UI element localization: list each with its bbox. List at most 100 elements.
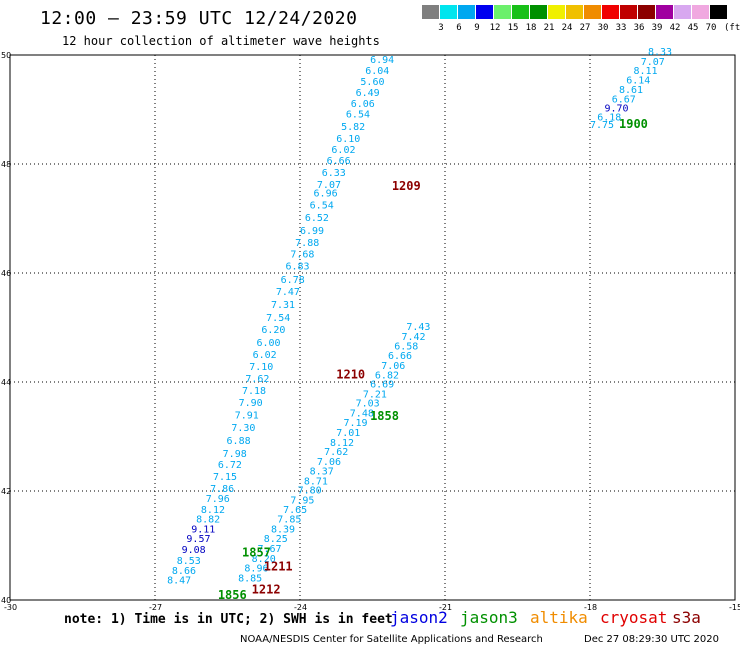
legend-swatch: [530, 5, 547, 19]
wave-height-label: 6.06: [351, 99, 375, 110]
wave-height-label: 6.82: [375, 371, 399, 382]
wave-height-label: 7.30: [231, 423, 255, 434]
wave-height-label: 7.62: [245, 374, 269, 385]
legend-label: 70: [705, 23, 717, 33]
wave-height-label: 7.65: [283, 505, 307, 516]
wave-height-label: 7.18: [242, 386, 266, 397]
wave-height-label: 6.69: [370, 379, 394, 390]
legend-swatch: [494, 5, 511, 19]
wave-height-label: 6.66: [388, 351, 412, 362]
wave-height-label: 6.14: [626, 75, 650, 86]
legend-swatch: [692, 5, 709, 19]
time-label: 1209: [392, 179, 421, 193]
wave-height-label: 6.10: [336, 134, 360, 145]
wave-height-label: 8.12: [201, 505, 225, 516]
time-label: 1856: [218, 588, 247, 602]
legend-swatch: [620, 5, 637, 19]
wave-height-label: 6.72: [218, 460, 242, 471]
wave-height-label: 7.06: [381, 361, 405, 372]
lat-tick-label: 48: [1, 160, 11, 169]
wave-height-label: 7.03: [356, 399, 380, 410]
legend-label: 42: [669, 23, 681, 33]
timestamp-text: Dec 27 08:29:30 UTC 2020: [584, 634, 719, 645]
footer-note: note: 1) Time is in UTC; 2) SWH is in fe…: [64, 612, 393, 627]
wave-height-label: 7.48: [350, 408, 374, 419]
legend-altika: altika: [530, 608, 588, 627]
legend-label: 33: [615, 23, 627, 33]
lat-tick-label: 44: [1, 378, 11, 387]
lon-tick-label: -15: [729, 603, 740, 612]
wave-height-label: 6.66: [327, 156, 351, 167]
wave-height-label: 5.60: [360, 77, 384, 88]
page-title: 12:00 — 23:59 UTC 12/24/2020: [40, 8, 358, 29]
wave-height-label: 8.96: [244, 564, 268, 575]
legend-label: 39: [651, 23, 663, 33]
legend-swatch: [602, 5, 619, 19]
legend-swatch: [440, 5, 457, 19]
wave-height-label: 6.54: [346, 110, 370, 121]
wave-height-label: 6.00: [257, 338, 281, 349]
lat-tick-label: 42: [1, 487, 11, 496]
legend-label: 36: [633, 23, 645, 33]
wave-height-label: 7.06: [317, 457, 341, 468]
legend-swatch: [710, 5, 727, 19]
wave-height-label: 8.47: [167, 576, 191, 587]
legend-swatch: [458, 5, 475, 19]
legend-label: 3: [438, 23, 444, 33]
legend-swatch: [512, 5, 529, 19]
lon-tick-label: -18: [584, 603, 597, 612]
wave-height-label: 6.54: [310, 201, 334, 212]
legend-swatch: [476, 5, 493, 19]
legend-label: 15: [507, 23, 519, 33]
wave-height-label: 7.07: [317, 180, 341, 191]
time-label: 1210: [336, 368, 365, 382]
wave-height-label: 7.21: [363, 389, 387, 400]
legend-swatch: [656, 5, 673, 19]
legend-label: 6: [456, 23, 462, 33]
plot-frame: [9, 54, 736, 601]
legend-swatch: [638, 5, 655, 19]
wave-height-label: 8.39: [271, 524, 295, 535]
wave-height-label: 7.85: [277, 515, 301, 526]
wave-height-label: 7.54: [266, 313, 290, 324]
wave-height-label: 6.96: [314, 189, 338, 200]
wave-height-label: 6.52: [305, 213, 329, 224]
wave-height-label: 7.91: [235, 411, 259, 422]
wave-height-label: 7.98: [223, 449, 247, 460]
wave-height-label: 8.37: [310, 467, 334, 478]
legend-swatch: [422, 5, 439, 19]
credit-text: NOAA/NESDIS Center for Satellite Applica…: [240, 634, 543, 645]
wave-height-label: 6.18: [597, 112, 621, 123]
wave-height-label: 8.66: [172, 566, 196, 577]
wave-height-label: 7.90: [239, 398, 263, 409]
legend-s3a: s3a: [672, 608, 701, 627]
wave-height-label: 7.80: [298, 486, 322, 497]
wave-height-label: 8.82: [196, 515, 220, 526]
wave-height-label: 5.82: [341, 122, 365, 133]
legend-label: 21: [543, 23, 555, 33]
wave-height-label: 7.95: [290, 496, 314, 507]
wave-height-label: 8.85: [238, 573, 262, 584]
wave-height-label: 6.20: [261, 325, 285, 336]
wave-height-label: 6.49: [356, 88, 380, 99]
wave-height-label: 6.02: [253, 350, 277, 361]
legend-label: 24: [561, 23, 573, 33]
legend-cryosat: cryosat: [600, 608, 668, 627]
legend-swatch: [566, 5, 583, 19]
legend-label: 45: [687, 23, 699, 33]
time-label: 1857: [242, 545, 271, 559]
legend-label: 9: [474, 23, 480, 33]
legend-unit: (ft): [724, 23, 740, 33]
wave-height-label: 6.67: [612, 94, 636, 105]
wave-height-label: 6.58: [394, 341, 418, 352]
wave-height-label: 7.88: [295, 238, 319, 249]
wave-height-label: 6.94: [370, 55, 394, 66]
wave-height-label: 9.57: [186, 534, 210, 545]
time-label: 1211: [264, 560, 293, 574]
legend-label: 27: [579, 23, 591, 33]
wave-height-label: 8.71: [304, 476, 328, 487]
page-subtitle: 12 hour collection of altimeter wave hei…: [62, 34, 380, 48]
wave-height-label: 7.07: [641, 57, 665, 68]
wave-height-label: 7.68: [290, 250, 314, 261]
